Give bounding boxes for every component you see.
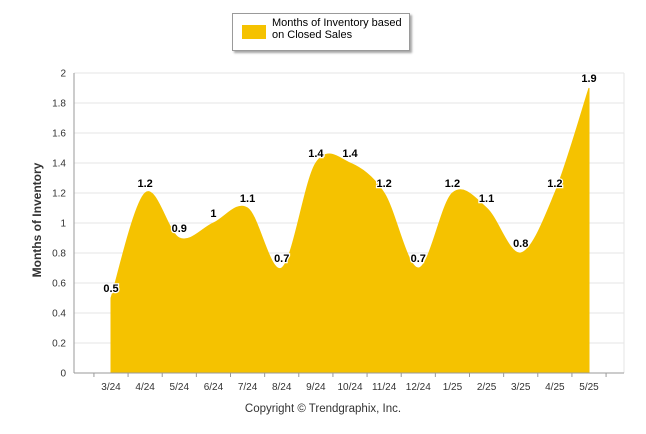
data-label: 1.2 [137, 178, 152, 190]
y-tick-label: 1.2 [52, 189, 66, 200]
x-tick-label: 9/24 [306, 382, 326, 393]
y-tick-label: 0.2 [52, 339, 66, 350]
y-tick-label: 1 [60, 219, 66, 230]
y-tick-label: 2 [60, 69, 66, 80]
data-label: 0.7 [411, 253, 426, 265]
data-label: 0.8 [513, 238, 528, 250]
y-axis-title: Months of Inventory [30, 162, 44, 278]
x-tick-label: 4/24 [135, 382, 155, 393]
data-label: 1.2 [445, 178, 460, 190]
data-label: 1.1 [240, 193, 255, 205]
data-label: 1.9 [581, 73, 596, 85]
axes: 0 0.2 0.4 0.6 0.8 1 1.2 1.4 1.6 1.8 2 3/24 4/24 5/24 6… [52, 69, 624, 393]
data-label: 0.5 [103, 283, 118, 295]
data-label: 1.2 [376, 178, 391, 190]
y-tick-label: 1.6 [52, 129, 66, 140]
legend-swatch [242, 25, 266, 39]
y-tick-label: 0.4 [52, 309, 66, 320]
x-tick-label: 2/25 [477, 382, 497, 393]
y-tick-label: 1.8 [52, 99, 66, 110]
copyright-text: Copyright © Trendgraphix, Inc. [244, 403, 402, 415]
x-tick-label: 12/24 [406, 382, 431, 393]
y-tick-label: 0.8 [52, 249, 66, 260]
series-area [110, 87, 590, 374]
series-area-fill [110, 87, 590, 374]
y-tick-label: 0.6 [52, 279, 66, 290]
x-tick-label: 3/25 [511, 382, 531, 393]
data-labels: 0.5 1.2 0.9 1 1.1 0.7 1.4 1.4 1.2 0.7 1.2 1.1 0.8 1.2… [102, 72, 598, 297]
data-label: 1.4 [342, 148, 358, 160]
data-label: 1.4 [308, 148, 324, 160]
x-tick-label: 10/24 [337, 382, 362, 393]
x-tick-label: 1/25 [443, 382, 463, 393]
data-label: 1.1 [479, 193, 494, 205]
data-label: 1.2 [547, 178, 562, 190]
legend-label: Months of Inventory based on Closed Sale… [272, 17, 402, 41]
data-label: 0.9 [172, 223, 187, 235]
y-tick-label: 1.4 [52, 159, 66, 170]
x-tick-label: 5/25 [579, 382, 599, 393]
x-tick-label: 5/24 [170, 382, 190, 393]
x-tick-label: 7/24 [238, 382, 258, 393]
x-tick-label: 3/24 [101, 382, 121, 393]
data-label: 1 [210, 208, 216, 220]
x-tick-label: 8/24 [272, 382, 292, 393]
data-label: 0.7 [274, 253, 289, 265]
y-tick-label: 0 [60, 369, 66, 380]
x-tick-label: 6/24 [204, 382, 224, 393]
x-tick-label: 11/24 [372, 382, 397, 393]
legend: Months of Inventory based on Closed Sale… [232, 13, 410, 51]
x-tick-label: 4/25 [545, 382, 565, 393]
